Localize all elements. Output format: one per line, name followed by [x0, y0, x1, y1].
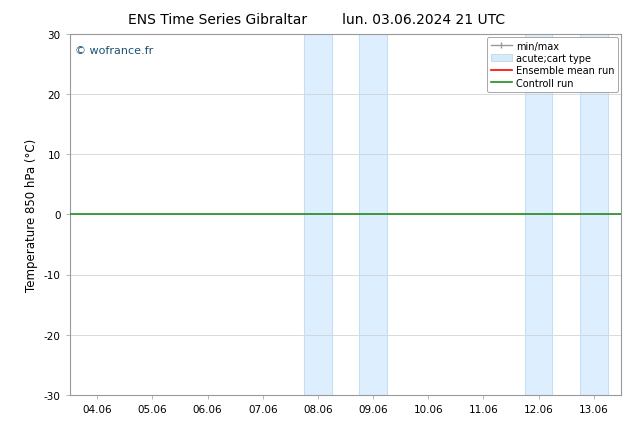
Bar [359, 35, 387, 395]
Text: ENS Time Series Gibraltar        lun. 03.06.2024 21 UTC: ENS Time Series Gibraltar lun. 03.06.202… [129, 13, 505, 27]
Bar [580, 35, 607, 395]
Legend: min/max, acute;cart type, Ensemble mean run, Controll run: min/max, acute;cart type, Ensemble mean … [487, 38, 618, 92]
Bar [304, 35, 332, 395]
Y-axis label: Temperature 850 hPa (°C): Temperature 850 hPa (°C) [25, 138, 38, 291]
Bar [525, 35, 552, 395]
Text: © wofrance.fr: © wofrance.fr [75, 46, 153, 56]
